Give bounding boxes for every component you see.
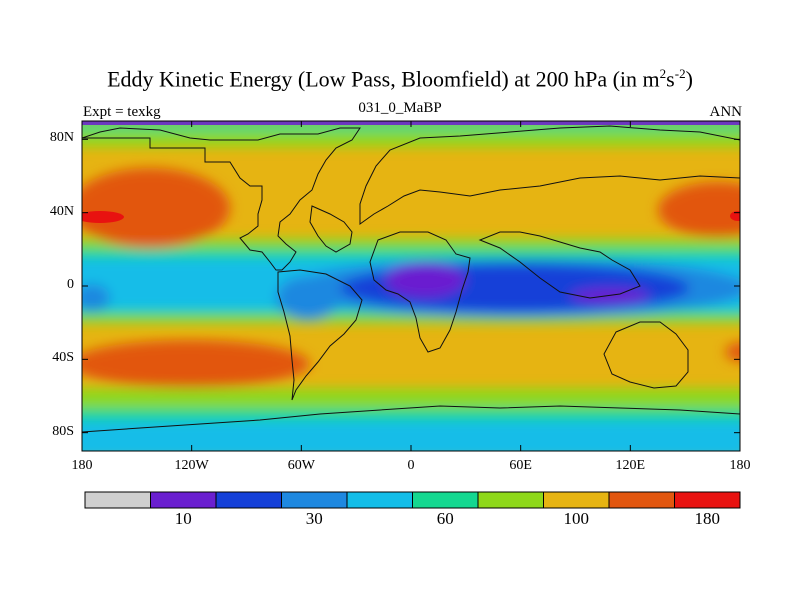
colorbar-swatch [281,491,348,509]
axis-ticks [81,121,741,451]
lon-label: 180 [729,458,751,473]
lat-label: 80N [49,130,74,146]
lon-label: 0 [407,458,415,473]
colorbar-label: 180 [694,509,721,528]
lat-label: 40S [52,350,74,366]
colorbar-swatch [608,491,675,509]
map-title: Eddy Kinetic Energy (Low Pass, Bloomfiel… [107,66,693,92]
colorbar-label: 30 [305,509,323,528]
colorbar-swatch [215,491,282,509]
map-field [82,121,740,451]
season-label: ANN [709,104,743,120]
colorbar-swatch [674,491,741,509]
colorbar-label: 100 [563,509,590,528]
colorbar-swatch [84,491,151,509]
lon-label: 60W [287,458,315,473]
lon-label: 120W [174,458,209,473]
colorbar-swatch [477,491,544,509]
lat-label: 0 [67,277,74,292]
experiment-label: Expt = texkg [83,104,161,120]
colorbar-swatch [346,491,413,509]
lon-label: 180 [71,458,93,473]
lon-label: 60E [509,458,532,473]
colorbar-swatch [150,491,217,509]
lon-label: 120E [615,458,646,473]
colorbar-swatch [412,491,479,509]
colorbar [84,491,741,509]
lat-label: 80S [52,423,74,439]
colorbar-label: 10 [174,509,192,528]
colorbar-swatch [543,491,610,509]
map-subtitle: 031_0_MaBP [358,100,442,116]
coastlines [82,125,740,451]
colorbar-label: 60 [436,509,454,528]
lat-label: 40N [49,203,74,219]
